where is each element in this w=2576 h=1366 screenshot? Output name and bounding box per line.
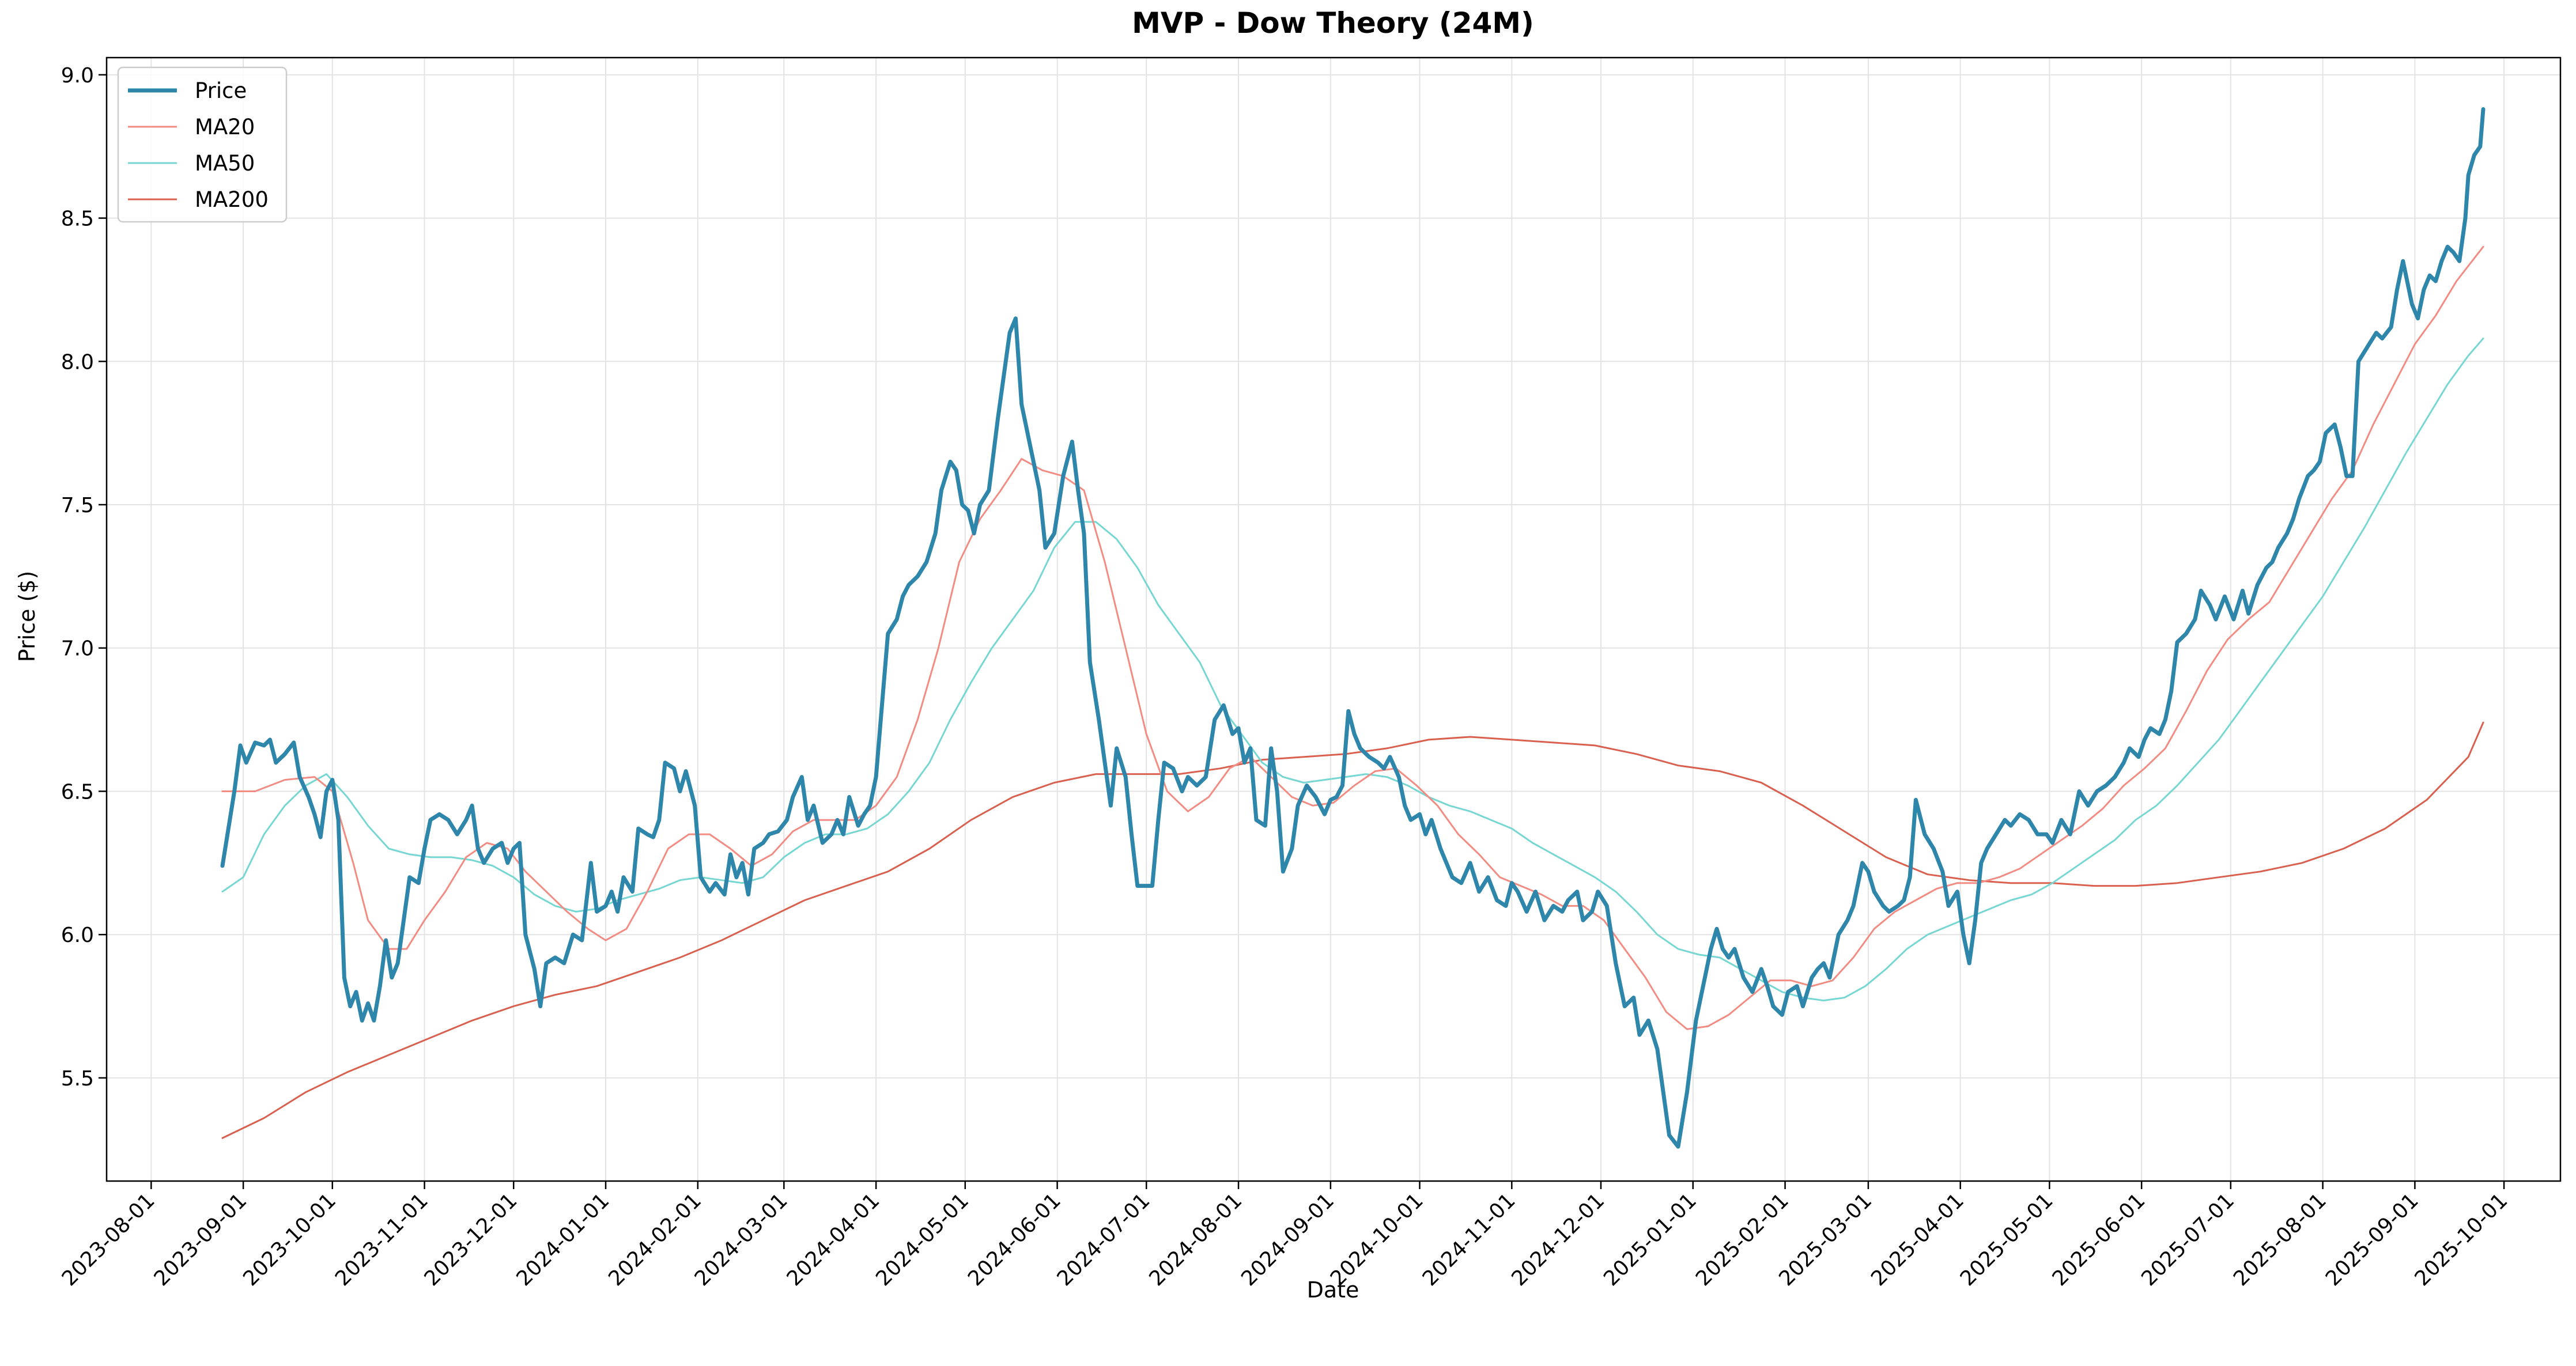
y-tick-label: 6.5 — [61, 780, 94, 804]
y-tick-label: 6.0 — [61, 924, 94, 947]
y-tick-label: 7.0 — [61, 637, 94, 661]
y-tick-label: 8.5 — [61, 207, 94, 231]
legend-label-ma50: MA50 — [195, 151, 255, 176]
plot-area-frame — [105, 56, 2562, 1182]
y-tick-label: 8.0 — [61, 350, 94, 374]
legend: Price MA20 MA50 MA200 — [117, 66, 288, 223]
chart-title: MVP - Dow Theory (24M) — [1132, 6, 1534, 40]
series-group — [220, 107, 2486, 1149]
y-tick-label: 5.5 — [61, 1067, 94, 1091]
grid — [107, 58, 2560, 1181]
legend-label-ma200: MA200 — [195, 187, 269, 212]
legend-box — [117, 66, 288, 223]
y-tick-label: 9.0 — [61, 64, 94, 88]
series-line-ma20 — [221, 245, 2484, 1030]
legend-label-ma20: MA20 — [195, 115, 255, 139]
y-axis-label: Price ($) — [14, 571, 40, 663]
legend-label-price: Price — [195, 78, 247, 103]
x-axis-label: Date — [1307, 1277, 1359, 1303]
series-line-price — [220, 107, 2486, 1149]
series-line-ma200 — [221, 721, 2484, 1139]
y-tick-label: 7.5 — [61, 494, 94, 517]
